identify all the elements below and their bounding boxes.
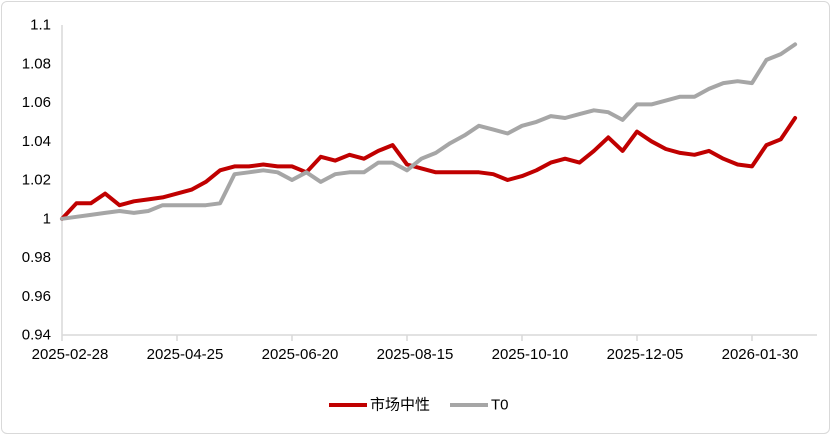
series-line-market-neutral	[60, 116, 798, 221]
x-tick-label: 2025-06-20	[262, 346, 339, 363]
y-tick-label: 0.94	[22, 327, 51, 344]
y-tick-label: 1.1	[30, 17, 51, 34]
y-tick-label: 1.06	[22, 94, 51, 111]
x-tick-label: 2026-01-30	[722, 346, 799, 363]
series-line-t0	[60, 42, 798, 221]
x-tick-label: 2025-10-10	[492, 346, 569, 363]
y-tick-label: 1	[43, 210, 51, 227]
y-tick-label: 0.96	[22, 288, 51, 305]
legend-label-market-neutral: 市场中性	[370, 397, 430, 414]
x-tick-label: 2025-08-15	[377, 346, 454, 363]
legend-label-t0: T0	[491, 397, 509, 414]
y-tick-label: 1.08	[22, 55, 51, 72]
y-tick-label: 1.04	[22, 133, 51, 150]
x-tick-label: 2025-12-05	[607, 346, 684, 363]
x-tick-label: 2025-02-28	[32, 346, 109, 363]
x-tick-label: 2025-04-25	[147, 346, 224, 363]
y-tick-label: 1.02	[22, 172, 51, 189]
y-tick-label: 0.98	[22, 249, 51, 266]
